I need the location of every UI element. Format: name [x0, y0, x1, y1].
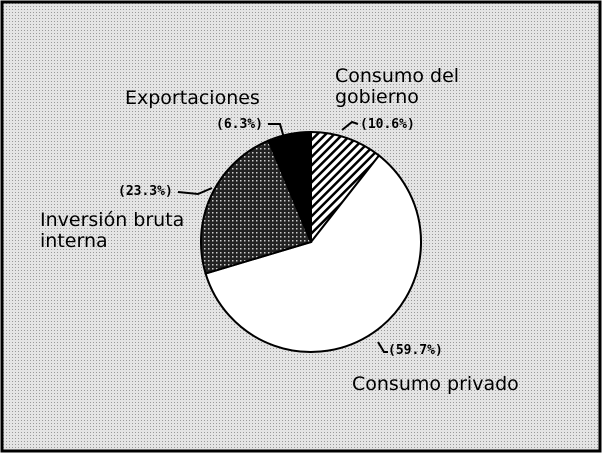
pie-slice [204, 154, 422, 353]
slice-label: Exportaciones [125, 87, 260, 109]
pie-slice [267, 130, 312, 243]
leader-lines [177, 120, 388, 353]
value-label: (59.7%) [388, 343, 443, 358]
value-label: (10.6%) [360, 117, 415, 132]
slice-label: Inversión bruta interna [40, 209, 185, 252]
value-label: (6.3%) [216, 117, 263, 132]
slice-label: Consumo privado [352, 373, 519, 395]
value-label: (23.3%) [118, 184, 173, 199]
pie-slice [200, 139, 313, 275]
pie-slice [310, 130, 381, 245]
slice-label: Consumo del gobierno [335, 65, 460, 108]
